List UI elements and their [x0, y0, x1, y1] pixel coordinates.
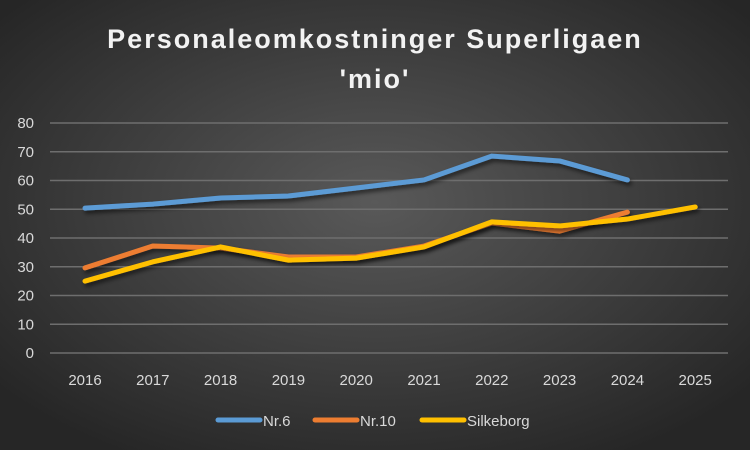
legend-label: Silkeborg: [467, 413, 530, 430]
chart-title-line2: 'mio': [340, 64, 411, 94]
x-tick-label: 2018: [204, 372, 237, 389]
gridlines: [50, 122, 728, 354]
legend-label: Nr.10: [360, 413, 396, 430]
y-tick-label: 50: [17, 201, 34, 218]
y-axis-ticks: 0 10 20 30 40 50 60 70 80: [17, 115, 34, 362]
x-tick-label: 2023: [543, 372, 576, 389]
legend-item: Nr.6: [215, 413, 291, 430]
series-lines: [82, 153, 698, 284]
legend-label: Nr.6: [263, 413, 291, 430]
y-tick-label: 60: [17, 173, 34, 190]
legend-item: Nr.10: [312, 413, 396, 430]
x-tick-label: 2024: [611, 372, 644, 389]
x-tick-label: 2019: [272, 372, 305, 389]
x-tick-label: 2017: [136, 372, 169, 389]
legend-item: Silkeborg: [419, 413, 530, 430]
y-tick-label: 70: [17, 144, 34, 161]
series-line-silkeborg: [82, 204, 698, 284]
y-tick-label: 20: [17, 288, 34, 305]
x-tick-label: 2016: [68, 372, 101, 389]
x-tick-label: 2020: [340, 372, 373, 389]
y-tick-label: 10: [17, 316, 34, 333]
y-tick-label: 40: [17, 230, 34, 247]
y-tick-label: 80: [17, 115, 34, 132]
chart-title-line1: Personaleomkostninger Superligaen: [107, 24, 643, 54]
x-tick-label: 2022: [475, 372, 508, 389]
x-axis-ticks: 2016 2017 2018 2019 2020 2021 2022 2023 2024 2025: [68, 372, 712, 389]
y-tick-label: 30: [17, 259, 34, 276]
y-tick-label: 0: [26, 345, 34, 362]
legend: Nr.6 Nr.10 Silkeborg: [215, 413, 530, 430]
x-tick-label: 2021: [407, 372, 440, 389]
x-tick-label: 2025: [679, 372, 712, 389]
